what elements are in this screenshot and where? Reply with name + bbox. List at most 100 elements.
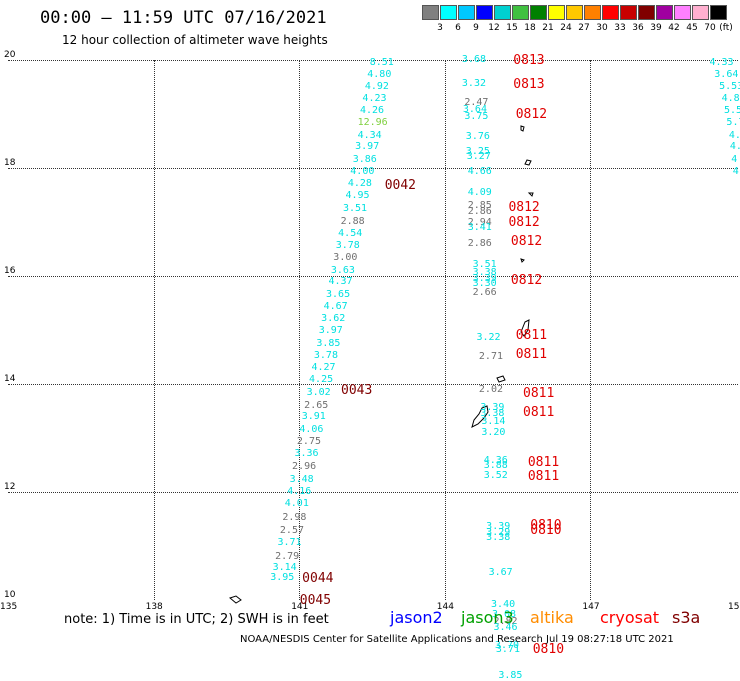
wave-height-label: 3.75 (464, 110, 489, 122)
wave-height-label: 3.76 (465, 130, 490, 142)
wave-height-label: 3.22 (476, 332, 501, 344)
wave-height-label: 3.64 (714, 68, 739, 80)
wave-height-label: 4.0 (728, 129, 740, 141)
wave-height-label: 4.26 (360, 105, 385, 117)
x-tick-label: 147 (582, 602, 600, 612)
wave-height-label: 3.38 (472, 267, 497, 279)
wave-height-label: 3.97 (355, 141, 380, 153)
scale-label: 30 (596, 23, 608, 33)
wave-height-label: 3.88 (483, 460, 508, 472)
grid-meridian (444, 60, 446, 600)
pagan-outline (527, 192, 534, 197)
guam-outline (471, 405, 489, 428)
satellite-jason2: jason2 (390, 608, 443, 627)
scale-label: 39 (650, 23, 662, 33)
scale-swatch (674, 5, 691, 20)
wave-height-label: 3.20 (481, 426, 506, 438)
wave-height-label: 5.5 (724, 105, 740, 117)
wave-height-label: 4.36 (483, 454, 508, 466)
x-tick-label: 135 (0, 602, 18, 612)
wave-height-label: 3.00 (333, 252, 358, 264)
scale-swatch (584, 5, 601, 20)
scale-swatch (422, 5, 439, 20)
pass-time-label: 0813 (513, 53, 545, 68)
y-tick-label: 10 (4, 590, 16, 600)
scale-swatch (602, 5, 619, 20)
wave-height-label: 4.33 (709, 56, 734, 68)
scale-label: 36 (632, 23, 644, 33)
scale-label: 33 (614, 23, 626, 33)
wave-height-label: 3.85 (316, 337, 341, 349)
wave-height-label: 2.66 (472, 287, 497, 299)
scale-unit: (ft) (719, 23, 733, 33)
x-tick-label: 144 (436, 602, 454, 612)
wave-height-label: 2.75 (296, 436, 321, 448)
wave-height-label: 3.71 (495, 643, 520, 655)
wave-height-label: 4.92 (364, 81, 389, 92)
wave-height-label: 4.09 (467, 187, 492, 199)
wave-height-label: 3.02 (306, 387, 331, 399)
scale-swatch (710, 5, 727, 20)
ulithi-outline (228, 595, 242, 604)
scale-swatch (512, 5, 529, 20)
pass-time-label: 0812 (510, 273, 543, 289)
wave-height-label: 3.85 (498, 669, 523, 681)
wave-height-label: 4. (729, 141, 740, 153)
scale-swatch (692, 5, 709, 20)
grid-meridian (299, 60, 301, 600)
wave-height-label: 4.27 (311, 361, 336, 373)
wave-height-label: 3.39 (472, 272, 497, 284)
pass-time-label: 0045 (299, 593, 332, 608)
wave-height-label: 2.85 (467, 199, 492, 211)
scale-label: 12 (488, 23, 500, 33)
wave-height-label: 2.86 (467, 237, 492, 249)
scale-swatch (476, 5, 493, 20)
wave-height-label: 3.51 (343, 202, 368, 214)
wave-height-label: 4.67 (323, 300, 348, 312)
wave-height-label: 2.65 (304, 399, 329, 411)
pass-time-label: 0813 (513, 77, 545, 93)
pass-time-label: 0811 (527, 468, 560, 484)
wave-height-label: 3.70 (494, 639, 520, 651)
wave-height-label: 3.63 (330, 264, 355, 276)
wave-height-label: 2.88 (340, 216, 365, 227)
wave-height-label: 4.00 (350, 165, 375, 177)
grid-parallel (8, 492, 738, 493)
wave-height-label: 4.23 (362, 92, 387, 104)
agrihan-outline (520, 125, 525, 132)
wave-height-label: 3.71 (277, 537, 302, 549)
pass-time-label: 0044 (302, 571, 334, 587)
scale-swatch (620, 5, 637, 20)
pass-time-label: 0810 (530, 518, 562, 534)
wave-height-label: 12.96 (357, 117, 388, 129)
satellite-s3a: s3a (672, 608, 701, 627)
wave-height-label: 4.28 (347, 178, 372, 190)
page-title: 00:00 – 11:59 UTC 07/16/2021 (40, 8, 327, 28)
wave-height-label: 4.54 (338, 227, 363, 239)
credit-line: NOAA/NESDIS Center for Satellite Applica… (240, 634, 674, 645)
scale-label: 18 (524, 23, 536, 33)
grid-meridian (590, 60, 592, 600)
wave-height-label: 3.40 (491, 599, 516, 611)
pass-time-label: 0812 (515, 107, 548, 122)
wave-height-label: 2.79 (275, 550, 300, 562)
pass-time-label: 0811 (523, 386, 555, 402)
y-tick-label: 14 (4, 374, 16, 384)
page-subtitle: 12 hour collection of altimeter wave hei… (62, 33, 328, 47)
y-tick-label: 18 (4, 158, 16, 168)
wave-height-label: 3.25 (465, 145, 490, 157)
scale-label: 6 (455, 23, 461, 33)
anatahan-outline (524, 159, 532, 166)
map-stage: 00:00 – 11:59 UTC 07/16/2021 12 hour col… (0, 5, 740, 681)
wave-height-label: 2.86 (467, 206, 492, 218)
pass-time-label: 0811 (515, 328, 548, 344)
x-tick-label: 138 (145, 602, 163, 612)
pass-time-label: 0042 (384, 178, 416, 194)
wave-height-label: 3.48 (289, 473, 314, 485)
wave-height-label: 3.78 (335, 240, 360, 252)
wave-height-label: 3.52 (483, 469, 508, 481)
wave-height-label: 2.82 (493, 615, 518, 627)
wave-height-label: 3.67 (488, 567, 513, 578)
wave-height-label: 4.06 (299, 423, 324, 435)
wave-height-label: 3.51 (472, 259, 497, 271)
